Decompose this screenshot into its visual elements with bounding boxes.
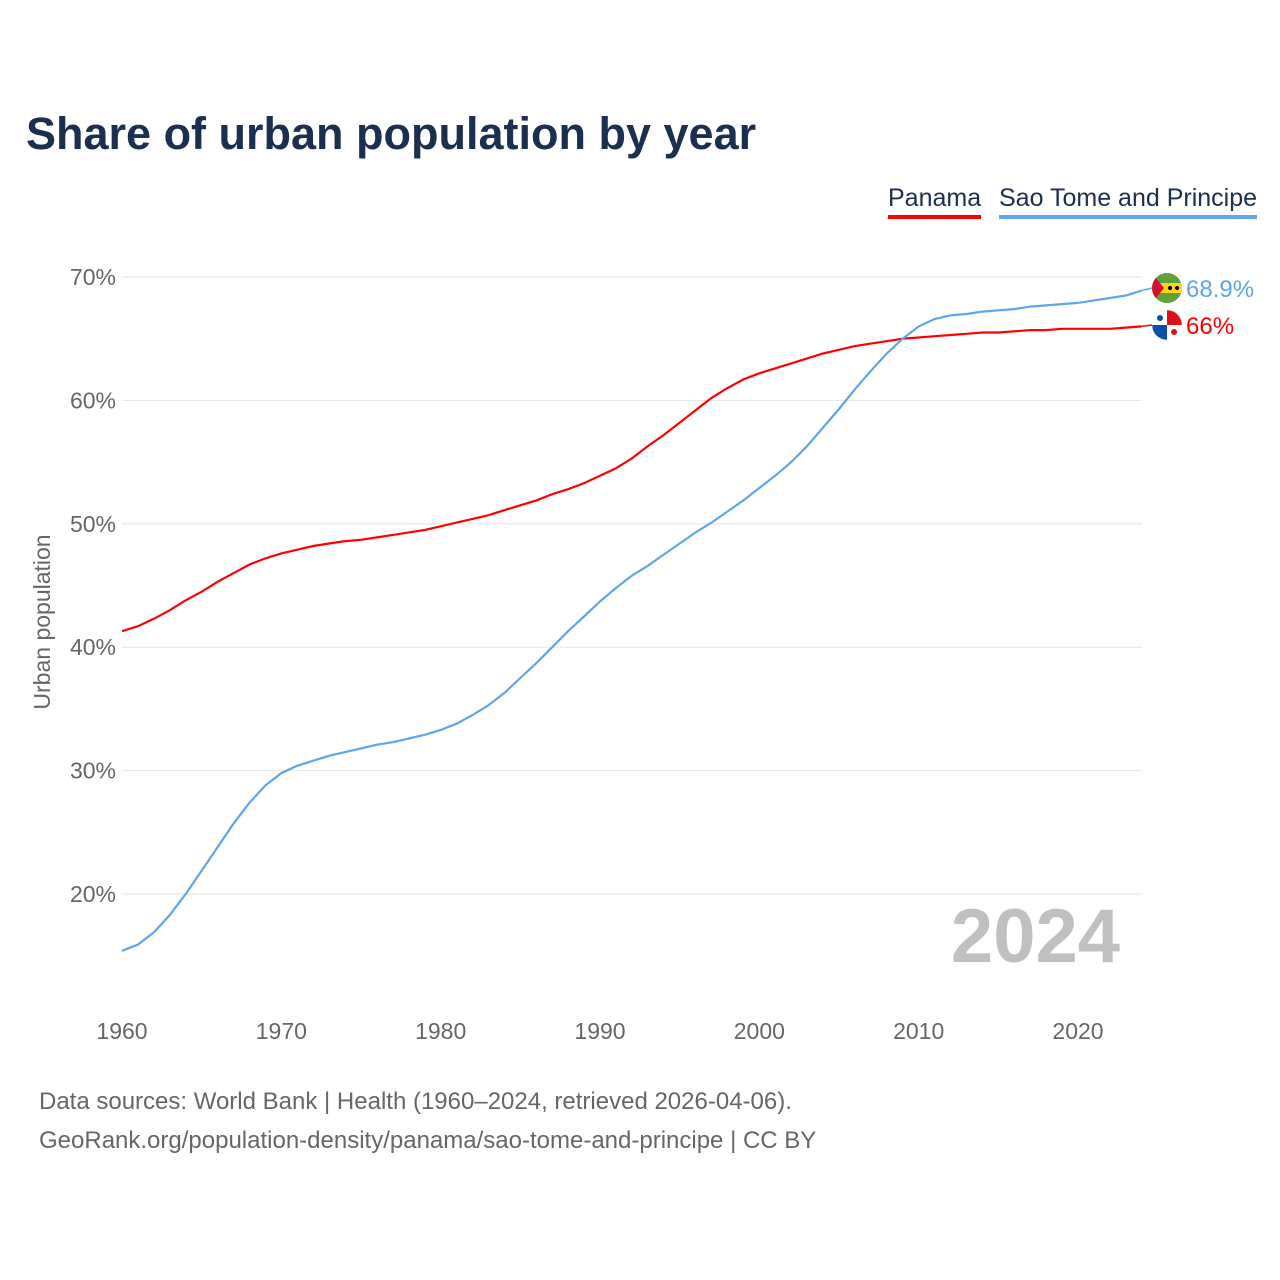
flag-star: [1175, 286, 1179, 290]
series-line-sao-tome-and-principe: [121, 289, 1143, 952]
y-tick-label: 70%: [70, 264, 116, 290]
x-tick-label: 1970: [256, 1018, 307, 1044]
footer-link[interactable]: GeoRank.org/population-density/panama/sa…: [39, 1127, 817, 1154]
y-tick-label: 20%: [70, 881, 116, 907]
flag-star: [1171, 329, 1177, 335]
chart-title: Share of urban population by year: [26, 108, 757, 159]
x-tick-label: 2010: [893, 1018, 944, 1044]
y-tick-label: 40%: [70, 634, 116, 660]
flag-stripe: [1152, 273, 1182, 283]
end-connector: [1141, 324, 1153, 328]
end-value-label: 66%: [1186, 313, 1234, 340]
year-label: 2024: [951, 894, 1120, 979]
y-tick-label: 50%: [70, 511, 116, 537]
x-tick-label: 1980: [415, 1018, 466, 1044]
y-axis-label: Urban population: [29, 534, 55, 709]
end-connector: [1141, 287, 1153, 292]
x-tick-label: 2020: [1052, 1018, 1103, 1044]
footer-sources: Data sources: World Bank | Health (1960–…: [39, 1088, 792, 1115]
series-line-panama: [121, 325, 1142, 633]
legend-item-panama[interactable]: Panama: [888, 184, 982, 219]
x-tick-label: 1990: [574, 1018, 625, 1044]
flag-stripe: [1152, 283, 1182, 293]
x-tick-label: 1960: [96, 1018, 147, 1044]
flag-star: [1168, 286, 1172, 290]
legend-item-sao-tome-and-principe[interactable]: Sao Tome and Principe: [999, 184, 1258, 219]
flag-triangle: [1152, 273, 1164, 303]
x-tick-label: 2000: [734, 1018, 785, 1044]
flag-star: [1157, 315, 1163, 321]
sao-tome-flag-icon: [1152, 273, 1182, 303]
y-tick-label: 60%: [70, 387, 116, 413]
end-value-label: 68.9%: [1186, 276, 1254, 303]
panama-flag-icon: [1152, 310, 1182, 340]
y-tick-label: 30%: [70, 758, 116, 784]
flag-stripe: [1152, 293, 1182, 303]
